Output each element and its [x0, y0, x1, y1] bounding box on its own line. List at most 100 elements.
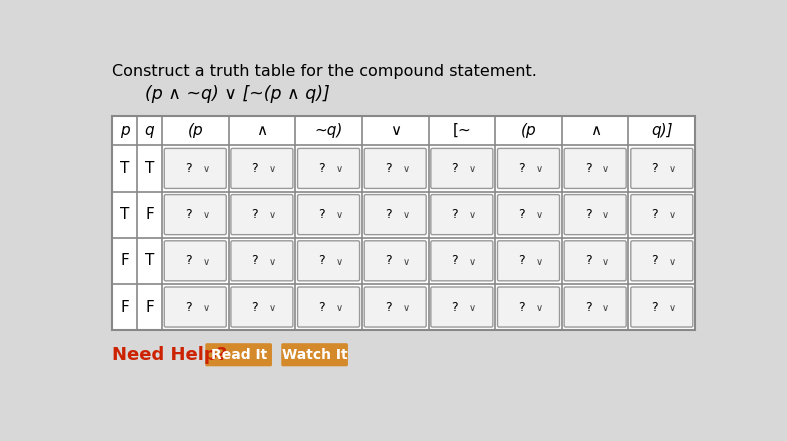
- FancyBboxPatch shape: [164, 149, 226, 188]
- Text: ?: ?: [318, 300, 325, 314]
- FancyBboxPatch shape: [564, 287, 626, 327]
- Text: ?: ?: [518, 208, 525, 221]
- Text: ?: ?: [185, 254, 191, 267]
- Text: ?: ?: [452, 300, 458, 314]
- Text: ∧: ∧: [257, 123, 268, 138]
- Text: ?: ?: [185, 300, 191, 314]
- Text: ∨: ∨: [669, 210, 676, 220]
- Text: ∧: ∧: [589, 123, 600, 138]
- Text: T: T: [120, 161, 129, 176]
- FancyBboxPatch shape: [631, 287, 693, 327]
- FancyBboxPatch shape: [497, 194, 560, 235]
- Text: p: p: [120, 123, 130, 138]
- Text: ∨: ∨: [335, 164, 342, 174]
- Text: ∨: ∨: [269, 257, 276, 267]
- Text: ∨: ∨: [269, 303, 276, 313]
- Text: ?: ?: [452, 208, 458, 221]
- Text: Need Help?: Need Help?: [113, 346, 227, 364]
- FancyBboxPatch shape: [297, 149, 360, 188]
- FancyBboxPatch shape: [497, 287, 560, 327]
- Text: ∨: ∨: [402, 164, 409, 174]
- Text: ?: ?: [585, 162, 591, 175]
- Text: ∨: ∨: [202, 303, 209, 313]
- Text: ?: ?: [652, 300, 658, 314]
- Text: ∨: ∨: [402, 257, 409, 267]
- FancyBboxPatch shape: [231, 241, 293, 281]
- FancyBboxPatch shape: [497, 241, 560, 281]
- Text: F: F: [120, 299, 129, 314]
- Text: ?: ?: [585, 208, 591, 221]
- FancyBboxPatch shape: [430, 194, 493, 235]
- Text: ?: ?: [385, 208, 391, 221]
- Text: ∨: ∨: [202, 164, 209, 174]
- Text: ∨: ∨: [202, 210, 209, 220]
- Text: (p: (p: [521, 123, 536, 138]
- Text: ?: ?: [185, 162, 191, 175]
- Text: T: T: [145, 253, 154, 268]
- FancyBboxPatch shape: [297, 194, 360, 235]
- Text: ?: ?: [452, 162, 458, 175]
- FancyBboxPatch shape: [281, 343, 348, 366]
- Text: ∨: ∨: [202, 257, 209, 267]
- Text: q)]: q)]: [651, 123, 673, 138]
- Text: ∨: ∨: [335, 303, 342, 313]
- Text: T: T: [120, 207, 129, 222]
- Text: ?: ?: [652, 254, 658, 267]
- Text: ?: ?: [252, 162, 258, 175]
- Text: [~: [~: [453, 123, 471, 138]
- Text: ∨: ∨: [602, 210, 609, 220]
- Text: (p ∧ ~q) ∨ [~(p ∧ q)]: (p ∧ ~q) ∨ [~(p ∧ q)]: [145, 85, 330, 103]
- Text: F: F: [145, 299, 154, 314]
- Text: ?: ?: [318, 162, 325, 175]
- Text: ∨: ∨: [669, 303, 676, 313]
- Text: F: F: [120, 253, 129, 268]
- Text: ∨: ∨: [602, 164, 609, 174]
- Text: q: q: [145, 123, 154, 138]
- FancyBboxPatch shape: [564, 194, 626, 235]
- FancyBboxPatch shape: [564, 241, 626, 281]
- Text: ∨: ∨: [535, 257, 543, 267]
- FancyBboxPatch shape: [430, 287, 493, 327]
- FancyBboxPatch shape: [430, 241, 493, 281]
- Text: F: F: [145, 207, 154, 222]
- Text: ?: ?: [652, 208, 658, 221]
- Text: ∨: ∨: [469, 257, 476, 267]
- FancyBboxPatch shape: [497, 149, 560, 188]
- Text: ?: ?: [385, 254, 391, 267]
- Text: ∨: ∨: [469, 164, 476, 174]
- Text: T: T: [145, 161, 154, 176]
- Text: ?: ?: [518, 254, 525, 267]
- Text: ?: ?: [252, 254, 258, 267]
- Text: ∨: ∨: [602, 303, 609, 313]
- Text: ∨: ∨: [535, 303, 543, 313]
- FancyBboxPatch shape: [231, 194, 293, 235]
- FancyBboxPatch shape: [164, 287, 226, 327]
- Text: ∨: ∨: [669, 164, 676, 174]
- Text: ∨: ∨: [535, 210, 543, 220]
- FancyBboxPatch shape: [231, 287, 293, 327]
- Text: ∨: ∨: [602, 257, 609, 267]
- Text: ?: ?: [585, 254, 591, 267]
- FancyBboxPatch shape: [364, 287, 427, 327]
- FancyBboxPatch shape: [631, 241, 693, 281]
- Text: ∨: ∨: [669, 257, 676, 267]
- FancyBboxPatch shape: [430, 149, 493, 188]
- Text: Read It: Read It: [211, 348, 267, 362]
- Text: ?: ?: [518, 300, 525, 314]
- Text: ∨: ∨: [469, 303, 476, 313]
- Text: ?: ?: [385, 300, 391, 314]
- Text: ∨: ∨: [535, 164, 543, 174]
- Text: ?: ?: [318, 208, 325, 221]
- Text: ∨: ∨: [469, 210, 476, 220]
- Text: ∨: ∨: [335, 257, 342, 267]
- Text: (p: (p: [187, 123, 203, 138]
- Text: Construct a truth table for the compound statement.: Construct a truth table for the compound…: [113, 64, 538, 78]
- Text: ?: ?: [652, 162, 658, 175]
- FancyBboxPatch shape: [631, 194, 693, 235]
- FancyBboxPatch shape: [297, 241, 360, 281]
- Text: ?: ?: [185, 208, 191, 221]
- Text: ?: ?: [252, 208, 258, 221]
- Bar: [113, 116, 695, 330]
- Text: ∨: ∨: [390, 123, 401, 138]
- FancyBboxPatch shape: [164, 194, 226, 235]
